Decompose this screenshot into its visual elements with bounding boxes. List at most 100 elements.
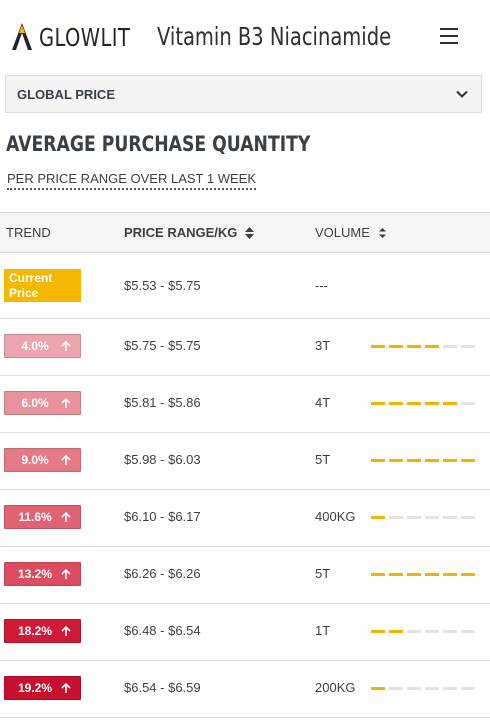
price-scope-dropdown[interactable]: GLOBAL PRICE [5, 75, 482, 113]
volume-bar-segment [461, 573, 475, 576]
app-header: GLOWLIT Vitamin B3 Niacinamide [0, 0, 490, 76]
current-price-badge: Current Price [4, 269, 81, 302]
volume-bar-segment [443, 687, 457, 690]
volume-bar-segment [425, 573, 439, 576]
arrow-up-icon [61, 682, 71, 693]
column-label: VOLUME [315, 225, 370, 240]
price-range-cell: $6.10 - $6.17 [124, 509, 201, 524]
volume-bar-segment [425, 402, 439, 405]
volume-cell: 4T [315, 395, 331, 410]
volume-bar-segment [407, 630, 421, 633]
volume-bar-segment [443, 516, 457, 519]
volume-bar-segment [371, 687, 385, 690]
volume-level-bar [371, 573, 475, 576]
volume-bar-segment [389, 687, 403, 690]
section-subtitle[interactable]: PER PRICE RANGE OVER LAST 1 WEEK [7, 171, 256, 190]
volume-level-bar [371, 459, 475, 462]
volume-level-bar [371, 402, 475, 405]
sort-icon [378, 227, 386, 238]
trend-percent: 11.6% [18, 510, 52, 524]
trend-badge: 9.0% [4, 448, 81, 472]
volume-bar-segment [461, 630, 475, 633]
price-range-cell: $5.81 - $5.86 [124, 395, 201, 410]
brand-logo[interactable]: GLOWLIT [10, 22, 156, 52]
arrow-up-icon [61, 454, 71, 465]
volume-cell: 5T [315, 452, 331, 467]
volume-cell: 5T [315, 566, 331, 581]
volume-bar-segment [461, 687, 475, 690]
volume-bar-segment [407, 459, 421, 462]
column-header-volume[interactable]: VOLUME [315, 225, 387, 240]
volume-bar-segment [443, 402, 457, 405]
volume-bar-segment [461, 345, 475, 348]
volume-bar-segment [389, 573, 403, 576]
volume-bar-segment [443, 573, 457, 576]
table-row: 18.2% $6.48 - $6.54 1T [0, 604, 490, 661]
volume-cell: 1T [315, 623, 331, 638]
volume-bar-segment [407, 402, 421, 405]
volume-bar-segment [461, 516, 475, 519]
glowlit-logo-icon [12, 23, 32, 50]
volume-bar-segment [425, 687, 439, 690]
hamburger-menu-icon[interactable] [440, 28, 458, 44]
trend-percent: 18.2% [17, 624, 53, 638]
trend-badge: 13.2% [4, 562, 81, 586]
volume-level-bar [371, 516, 475, 519]
volume-bar-segment [461, 459, 475, 462]
volume-bar-segment [389, 459, 403, 462]
volume-bar-segment [461, 402, 475, 405]
price-range-cell: $5.53 - $5.75 [124, 278, 201, 293]
volume-bar-segment [425, 516, 439, 519]
volume-bar-segment [425, 345, 439, 348]
volume-bar-segment [371, 573, 385, 576]
volume-bar-segment [389, 402, 403, 405]
price-range-cell: $6.26 - $6.26 [124, 566, 201, 581]
table-header: TREND PRICE RANGE/KG VOLUME [0, 212, 490, 253]
brand-name: GLOWLIT [39, 22, 131, 52]
page-title: Vitamin B3 Niacinamide [157, 22, 392, 51]
volume-bar-segment [443, 630, 457, 633]
arrow-up-icon [61, 340, 71, 351]
trend-badge: 11.6% [4, 505, 81, 529]
price-range-cell: $5.75 - $5.75 [124, 338, 201, 353]
volume-level-bar [371, 687, 475, 690]
section-title: AVERAGE PURCHASE QUANTITY [6, 132, 311, 156]
volume-level-bar [371, 630, 475, 633]
volume-bar-segment [407, 516, 421, 519]
arrow-up-icon [61, 397, 71, 408]
trend-percent: 4.0% [21, 339, 49, 353]
volume-bar-segment [407, 345, 421, 348]
table-row: 11.6% $6.10 - $6.17 400KG [0, 490, 490, 547]
table-row-current-price: Current Price $5.53 - $5.75 --- [0, 253, 490, 319]
volume-bar-segment [425, 459, 439, 462]
column-header-trend: TREND [6, 225, 51, 240]
volume-bar-segment [371, 402, 385, 405]
volume-cell: 3T [315, 338, 331, 353]
dropdown-selected-value: GLOBAL PRICE [17, 86, 115, 102]
column-header-price-range[interactable]: PRICE RANGE/KG [124, 225, 255, 240]
volume-cell: 200KG [315, 680, 356, 695]
volume-bar-segment [389, 516, 403, 519]
volume-cell: 400KG [315, 509, 356, 524]
table-row: 9.0% $5.98 - $6.03 5T [0, 433, 490, 490]
trend-percent: 13.2% [17, 567, 53, 581]
volume-level-bar [371, 345, 475, 348]
volume-bar-segment [407, 573, 421, 576]
arrow-up-icon [61, 568, 71, 579]
volume-bar-segment [371, 345, 385, 348]
volume-bar-segment [371, 630, 385, 633]
volume-bar-segment [407, 687, 421, 690]
trend-percent: 19.2% [17, 681, 53, 695]
volume-bar-segment [443, 459, 457, 462]
volume-bar-segment [389, 345, 403, 348]
table-row: 4.0% $5.75 - $5.75 3T [0, 319, 490, 376]
volume-bar-segment [371, 459, 385, 462]
trend-percent: 9.0% [21, 453, 49, 467]
volume-bar-segment [425, 630, 439, 633]
trend-badge: 4.0% [4, 334, 81, 358]
trend-badge: 18.2% [4, 619, 81, 643]
volume-cell: --- [315, 278, 328, 293]
table-row: 13.2% $6.26 - $6.26 5T [0, 547, 490, 604]
column-label: TREND [6, 225, 51, 240]
chevron-down-icon [456, 90, 468, 98]
